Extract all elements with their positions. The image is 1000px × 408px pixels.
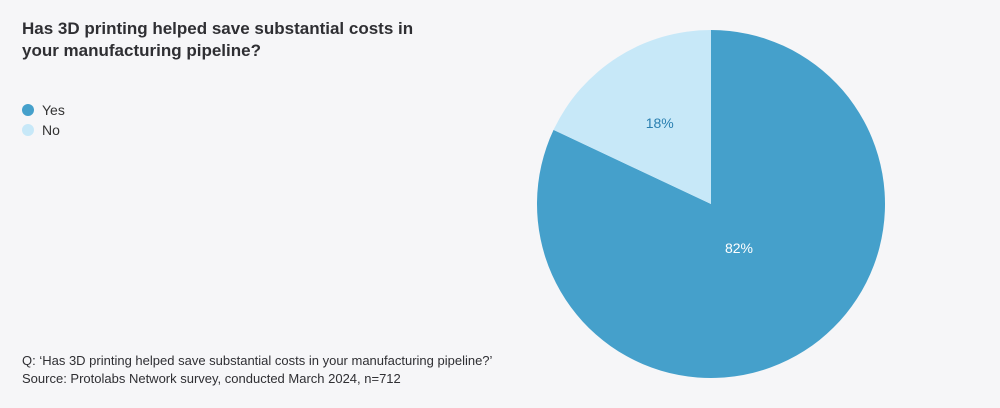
pie-label-no: 18%	[646, 115, 674, 131]
legend: Yes No	[22, 100, 65, 140]
pie-slice-yes	[537, 30, 885, 379]
footnote-question: Q: ‘Has 3D printing helped save substant…	[22, 353, 493, 368]
footnote-source: Source: Protolabs Network survey, conduc…	[22, 371, 401, 386]
chart-title: Has 3D printing helped save substantial …	[22, 19, 414, 60]
legend-item-no: No	[22, 120, 65, 140]
legend-label-no: No	[42, 122, 60, 138]
pie-slice-no	[553, 30, 711, 204]
footnote: Q: ‘Has 3D printing helped save substant…	[22, 352, 492, 388]
legend-item-yes: Yes	[22, 100, 65, 120]
legend-swatch-no	[22, 124, 34, 136]
pie-label-yes: 82%	[725, 240, 753, 256]
legend-label-yes: Yes	[42, 102, 65, 118]
legend-swatch-yes	[22, 104, 34, 116]
